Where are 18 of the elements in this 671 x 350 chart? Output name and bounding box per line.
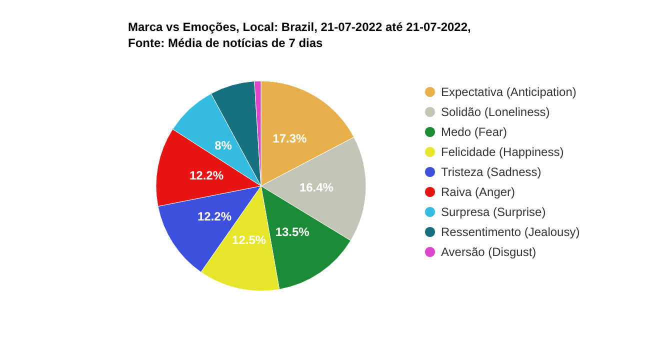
legend-label: Raiva (Anger) xyxy=(441,185,516,199)
legend-label: Surpresa (Surprise) xyxy=(441,205,546,219)
legend-label: Ressentimento (Jealousy) xyxy=(441,225,580,239)
data-label: 17.3% xyxy=(272,131,308,146)
chart-title: Marca vs Emoções, Local: Brazil, 21-07-2022 até 21-07-2022, xyxy=(128,20,471,34)
legend-label: Expectativa (Anticipation) xyxy=(441,85,576,99)
data-label: 12.2% xyxy=(198,209,232,224)
data-label: 16.4% xyxy=(299,180,334,195)
legend-label: Aversão (Disgust) xyxy=(441,245,536,259)
legend-label: Medo (Fear) xyxy=(441,125,508,139)
data-label: 12.2% xyxy=(189,168,224,183)
legend-label: Tristeza (Sadness) xyxy=(441,165,542,179)
data-label: 13.5% xyxy=(275,224,310,239)
legend-label: Felicidade (Happiness) xyxy=(441,145,564,159)
chart-subtitle: Fonte: Média de notícias de 7 dias xyxy=(128,36,324,50)
legend-label: Solidão (Loneliness) xyxy=(441,105,550,119)
data-label: 12.5% xyxy=(232,233,266,248)
data-label: 8% xyxy=(214,138,232,152)
